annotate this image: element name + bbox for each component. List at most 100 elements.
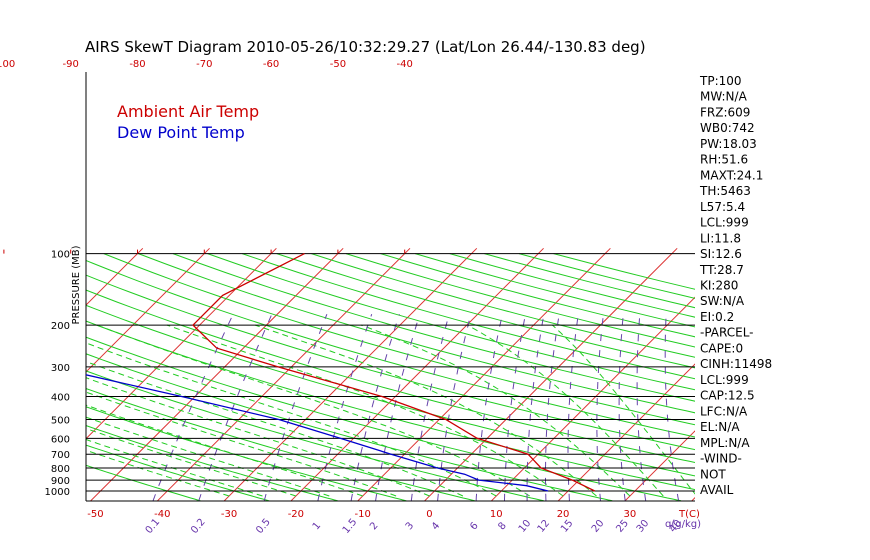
index-item: MW:N/A [700,90,748,104]
mixing-ratio-tick-label: 8 [496,520,509,532]
dry-adiabat-line [311,253,695,358]
pressure-tick-label: 100 [51,250,70,261]
moist-adiabat-line [86,342,497,497]
bottom-temperature-tick-labels: -50 -40 -30 -20 -10 0 10 20 30 [87,509,636,520]
index-item: TT:28.7 [699,263,744,277]
isotherm-line [86,247,277,440]
top-temperature-tick-label: -70 [196,59,212,70]
pressure-tick-label: 500 [51,416,70,427]
dry-adiabat-line [86,259,695,438]
mixing-ratio-tick-labels: 0.1 0.2 0.5 1 1.5 2 3 4 6 8 10 12 15 20 25 30 40 [144,517,685,536]
index-item: TH:5463 [699,184,751,198]
y-axis-label: PRESSURE (MB) [71,245,82,324]
moist-adiabat-line [466,324,664,497]
index-item: TP:100 [699,74,742,88]
mixing-ratio-line [596,314,604,501]
profile-lines [86,253,596,492]
bottom-temperature-tick-label: -50 [87,509,103,520]
index-item: LCL:999 [700,216,749,230]
dry-adiabat-line [103,253,695,426]
index-item: SI:12.6 [700,247,742,261]
index-item: -WIND- [700,452,742,466]
moist-adiabat-line [96,324,530,497]
dry-adiabat-line [86,304,695,477]
isotherm-line [424,247,678,501]
top-temperature-tick-label: -40 [397,59,413,70]
index-item: L57:5.4 [700,200,745,214]
isotherm-line [759,248,870,501]
mixing-ratio-tick-label: 25 [614,518,631,535]
dry-adiabat-line [172,253,695,402]
isobars [85,72,695,502]
index-item: FRZ:609 [700,105,750,119]
mixing-ratio-tick-label: 4 [430,520,443,532]
bottom-temperature-tick-label: -30 [221,509,237,520]
isotherm-line [223,247,478,501]
dew-point-line [86,374,549,492]
moist-adiabat-line [86,449,230,497]
pressure-tick-label: 700 [51,450,70,461]
isotherm-line [290,247,544,501]
pressure-tick-label: 400 [51,393,70,404]
top-temperature-tick-label: -60 [263,59,279,70]
mixing-ratio-tick-label: 20 [590,518,607,535]
isotherm-line [0,248,9,501]
pressure-tick-label: 600 [51,434,70,445]
mixing-ratio-tick-label: 0.5 [254,517,273,536]
top-temperature-tick-label: -90 [63,59,79,70]
mixing-ratio-tick-label: 2 [368,520,381,532]
bottom-temperature-tick-label: 10 [490,509,503,520]
mixing-ratio-tick-label: 3 [404,520,417,532]
moist-adiabat-line [255,324,597,497]
dry-adiabat-line [138,253,695,414]
isotherm-line [0,248,76,501]
index-item: CINH:11498 [700,357,772,371]
index-item: AVAIL [700,483,734,497]
dry-adiabat-line [415,253,695,328]
mixing-ratio-line [504,314,526,501]
mixing-ratio-tick-label: 1 [311,520,324,532]
index-item: MPL:N/A [700,436,750,450]
pressure-tick-label: 800 [51,464,70,475]
top-temperature-tick-label: -80 [129,59,145,70]
mixing-ratio-tick-label: 15 [559,518,576,535]
legend-dew-point-temp: Dew Point Temp [117,123,245,142]
moist-adiabat-line [166,324,564,497]
bottom-temperature-tick-label: 30 [624,509,637,520]
isotherm-line [86,247,144,306]
pressure-tick-label: 1000 [45,487,70,498]
bottom-temperature-tick-label: -20 [288,509,304,520]
isotherm-line [557,363,695,501]
pressure-tick-label: 900 [51,476,70,487]
isotherm-line [86,247,210,373]
mixing-ratio-line [567,314,579,501]
index-item: RH:51.6 [700,153,748,167]
index-item: MAXT:24.1 [700,168,763,182]
bottom-temperature-tick-label: 0 [426,509,432,520]
moist-adiabat-line [86,438,263,497]
index-item: WB0:742 [700,121,755,135]
pressure-tick-label: 300 [51,363,70,374]
top-temperature-tick-label: -100 [0,59,15,70]
moist-adiabat-line [86,404,363,497]
dry-adiabat-line [518,253,695,299]
isotherm-line [825,248,870,501]
index-item: NOT [700,467,726,481]
dry-adiabat-line [86,464,201,501]
dry-adiabat-line [242,253,695,380]
bottom-temperature-tick-label: 20 [557,509,570,520]
mixing-ratio-unit-label: q(g/kg) [665,519,701,530]
mixing-ratio-tick-label: 0.2 [189,517,208,536]
moist-adiabat-line [361,324,631,497]
chart-title: AIRS SkewT Diagram 2010-05-26/10:32:29.2… [85,38,646,56]
isotherm-line [491,296,695,501]
mixing-ratio-line [410,314,450,501]
pressure-tick-label: 200 [51,321,70,332]
legend-ambient-air-temp: Ambient Air Temp [117,102,259,121]
index-item: LFC:N/A [700,404,748,418]
mixing-ratio-tick-label: 6 [468,520,481,532]
mixing-ratio-line [350,314,400,501]
